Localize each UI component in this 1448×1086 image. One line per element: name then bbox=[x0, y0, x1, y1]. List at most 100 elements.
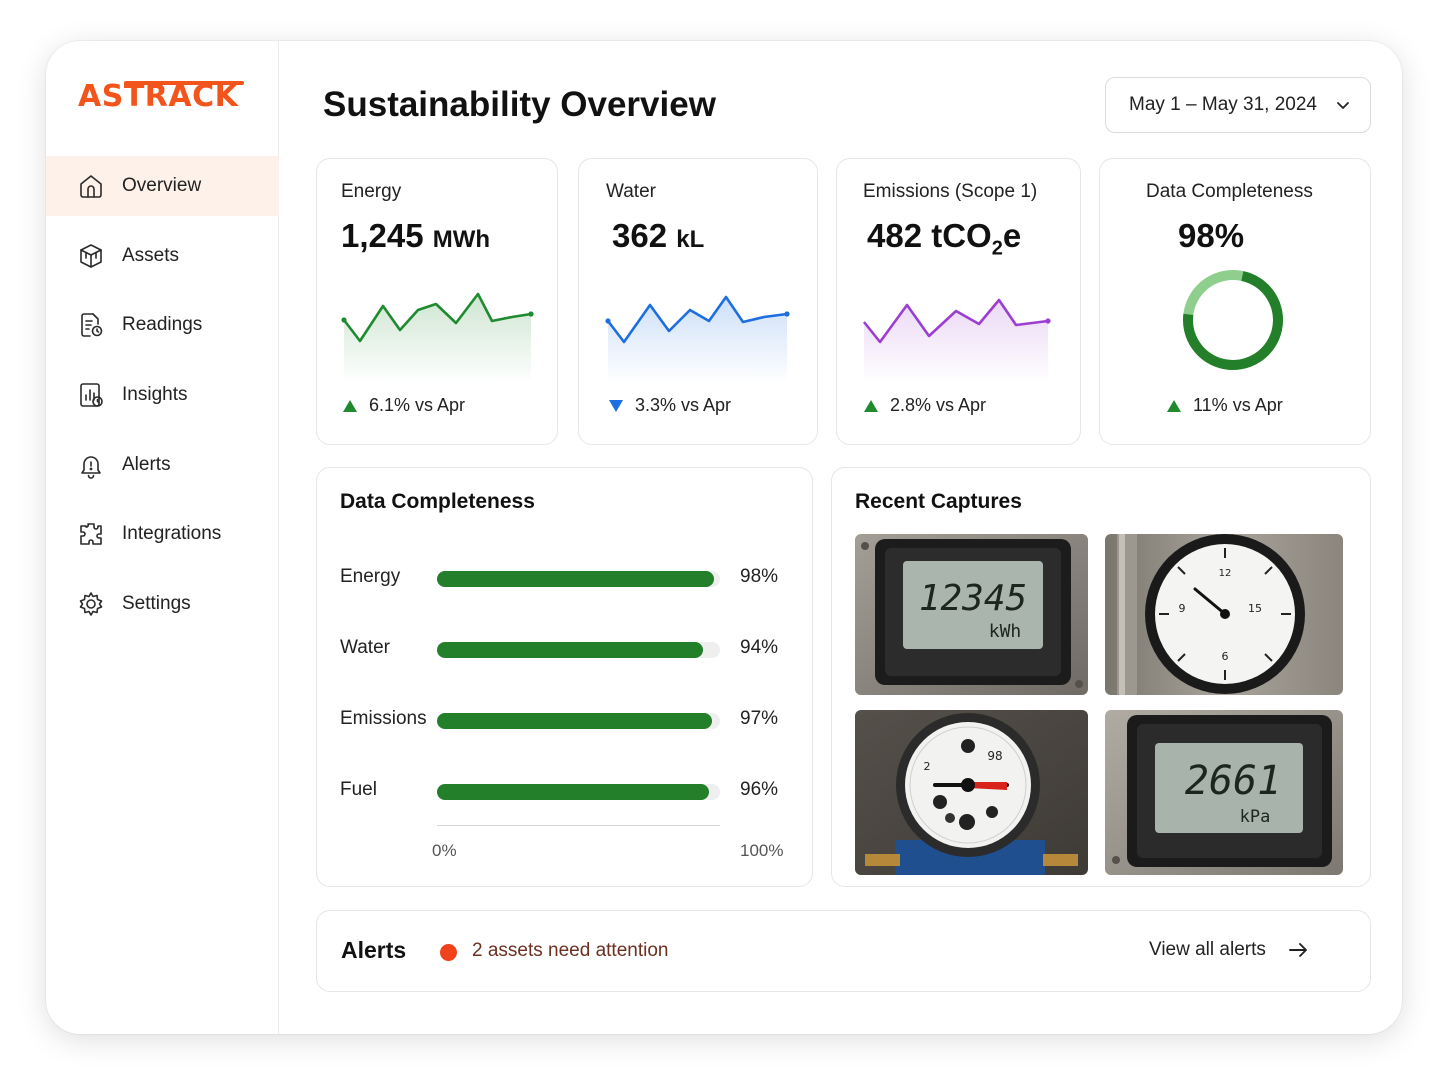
sidebar-item-readings[interactable]: Readings bbox=[46, 295, 279, 355]
alerts-title: Alerts bbox=[341, 937, 407, 963]
document-icon bbox=[76, 310, 106, 340]
svg-text:2: 2 bbox=[924, 760, 931, 773]
svg-text:12: 12 bbox=[1219, 568, 1232, 579]
chevron-down-icon bbox=[1337, 102, 1349, 109]
alert-status-dot bbox=[440, 944, 457, 961]
kpi-value: 362 kL bbox=[612, 217, 705, 254]
puzzle-icon bbox=[76, 519, 106, 549]
trend-up-icon bbox=[343, 399, 357, 412]
progress-fill bbox=[437, 571, 715, 587]
alerts-bar: Alerts 2 assets need attention View all … bbox=[316, 910, 1371, 992]
progress-track bbox=[437, 642, 720, 658]
app-window: ASTRACK Overview Assets Readings bbox=[46, 41, 1402, 1034]
svg-text:2661: 2661 bbox=[1185, 758, 1281, 804]
completeness-row-emissions: Emissions 97% bbox=[340, 705, 800, 735]
sidebar-item-label: Overview bbox=[122, 175, 202, 196]
svg-text:6: 6 bbox=[1222, 650, 1229, 663]
kpi-label: Emissions (Scope 1) bbox=[863, 181, 1038, 202]
digital-meter-photo: 2661 kPa bbox=[1105, 710, 1343, 875]
sidebar-nav: Overview Assets Readings Insights bbox=[46, 156, 279, 644]
completeness-row-energy: Energy 98% bbox=[340, 563, 800, 593]
kpi-label: Energy bbox=[341, 181, 402, 202]
kpi-card-water[interactable]: Water 362 kL 3.3% vs Apr bbox=[578, 158, 818, 445]
sidebar-item-label: Readings bbox=[122, 314, 203, 336]
kpi-value: 98% bbox=[1178, 217, 1245, 254]
analog-gauge-photo: 12 15 9 6 bbox=[1105, 534, 1343, 695]
svg-text:98: 98 bbox=[987, 749, 1002, 763]
arrow-right-icon bbox=[1288, 943, 1307, 957]
bar-value: 98% bbox=[740, 566, 779, 587]
bar-label: Water bbox=[340, 637, 390, 658]
data-completeness-panel: Data Completeness Energy 98% Water 94% E… bbox=[316, 467, 813, 887]
bar-label: Fuel bbox=[340, 779, 377, 800]
bar-label: Emissions bbox=[340, 708, 427, 729]
sidebar-item-label: Settings bbox=[122, 593, 191, 615]
logo-accent bbox=[124, 81, 244, 85]
digital-meter-photo: 12345 kWh bbox=[855, 534, 1088, 695]
sidebar-item-label: Insights bbox=[122, 384, 188, 406]
capture-thumbnail[interactable]: 2661 kPa bbox=[1105, 710, 1343, 875]
progress-track bbox=[437, 784, 720, 800]
kpi-label: Data Completeness bbox=[1146, 181, 1313, 202]
sidebar-item-settings[interactable]: Settings bbox=[46, 574, 279, 634]
section-title: Recent Captures bbox=[855, 490, 1022, 513]
completeness-donut bbox=[1183, 270, 1283, 370]
bar-label: Energy bbox=[340, 566, 401, 587]
completeness-row-fuel: Fuel 96% bbox=[340, 776, 800, 806]
axis-label-min: 0% bbox=[432, 841, 457, 860]
sidebar-item-label: Integrations bbox=[122, 523, 222, 545]
alert-message[interactable]: 2 assets need attention bbox=[472, 940, 669, 961]
svg-text:9: 9 bbox=[1179, 602, 1186, 615]
view-all-alerts-link[interactable]: View all alerts bbox=[1149, 939, 1308, 961]
kpi-card-energy[interactable]: Energy 1,245 MWh 6.1% vs Apr bbox=[316, 158, 558, 445]
progress-fill bbox=[437, 642, 704, 658]
sidebar-item-overview[interactable]: Overview bbox=[46, 156, 279, 216]
axis-label-max: 100% bbox=[740, 841, 784, 860]
capture-thumbnail[interactable]: 98 2 bbox=[855, 710, 1088, 875]
completeness-row-water: Water 94% bbox=[340, 634, 800, 664]
bell-icon bbox=[76, 450, 106, 480]
capture-thumbnail[interactable]: 12345 kWh bbox=[855, 534, 1088, 695]
kpi-value: 1,245 MWh bbox=[341, 217, 491, 254]
bar-value: 96% bbox=[740, 779, 779, 800]
kpi-card-emissions[interactable]: Emissions (Scope 1) 482 tCO2e 2.8% vs Ap… bbox=[836, 158, 1081, 445]
svg-text:15: 15 bbox=[1248, 602, 1262, 615]
kpi-delta: 2.8% vs Apr bbox=[864, 395, 986, 416]
capture-thumbnail[interactable]: 12 15 9 6 bbox=[1105, 534, 1343, 695]
sidebar-item-alerts[interactable]: Alerts bbox=[46, 435, 279, 495]
trend-up-icon bbox=[1167, 399, 1181, 412]
svg-text:12345: 12345 bbox=[919, 578, 1027, 619]
kpi-label: Water bbox=[606, 181, 656, 202]
progress-track bbox=[437, 571, 720, 587]
kpi-delta: 3.3% vs Apr bbox=[609, 395, 731, 416]
bar-value: 94% bbox=[740, 637, 779, 658]
progress-track bbox=[437, 713, 720, 729]
sidebar-item-label: Assets bbox=[122, 244, 180, 266]
progress-fill bbox=[437, 784, 709, 800]
chart-icon bbox=[76, 380, 106, 410]
water-meter-photo: 98 2 bbox=[855, 710, 1088, 875]
sidebar: ASTRACK Overview Assets Readings bbox=[46, 41, 279, 1034]
kpi-delta: 11% vs Apr bbox=[1167, 395, 1283, 416]
sidebar-item-integrations[interactable]: Integrations bbox=[46, 504, 279, 564]
water-sparkline bbox=[605, 295, 790, 384]
emissions-sparkline bbox=[862, 298, 1051, 384]
gear-icon bbox=[76, 589, 106, 619]
kpi-value: 482 tCO2e bbox=[867, 217, 1022, 260]
kpi-card-completeness[interactable]: Data Completeness 98% 11% vs Apr bbox=[1099, 158, 1371, 445]
axis-line bbox=[437, 825, 720, 826]
sidebar-item-assets[interactable]: Assets bbox=[46, 226, 279, 286]
app-logo[interactable]: ASTRACK bbox=[78, 79, 239, 114]
sidebar-item-insights[interactable]: Insights bbox=[46, 365, 279, 425]
sidebar-item-label: Alerts bbox=[122, 453, 171, 475]
energy-sparkline bbox=[341, 292, 534, 384]
trend-up-icon bbox=[864, 399, 878, 412]
cube-icon bbox=[76, 241, 106, 271]
svg-text:kPa: kPa bbox=[1240, 807, 1271, 827]
bar-value: 97% bbox=[740, 708, 779, 729]
svg-text:kWh: kWh bbox=[989, 621, 1022, 642]
kpi-delta: 6.1% vs Apr bbox=[343, 395, 465, 416]
progress-fill bbox=[437, 713, 712, 729]
view-all-alerts-label: View all alerts bbox=[1149, 939, 1266, 960]
date-range-picker[interactable]: May 1 – May 31, 2024 bbox=[1105, 77, 1371, 133]
